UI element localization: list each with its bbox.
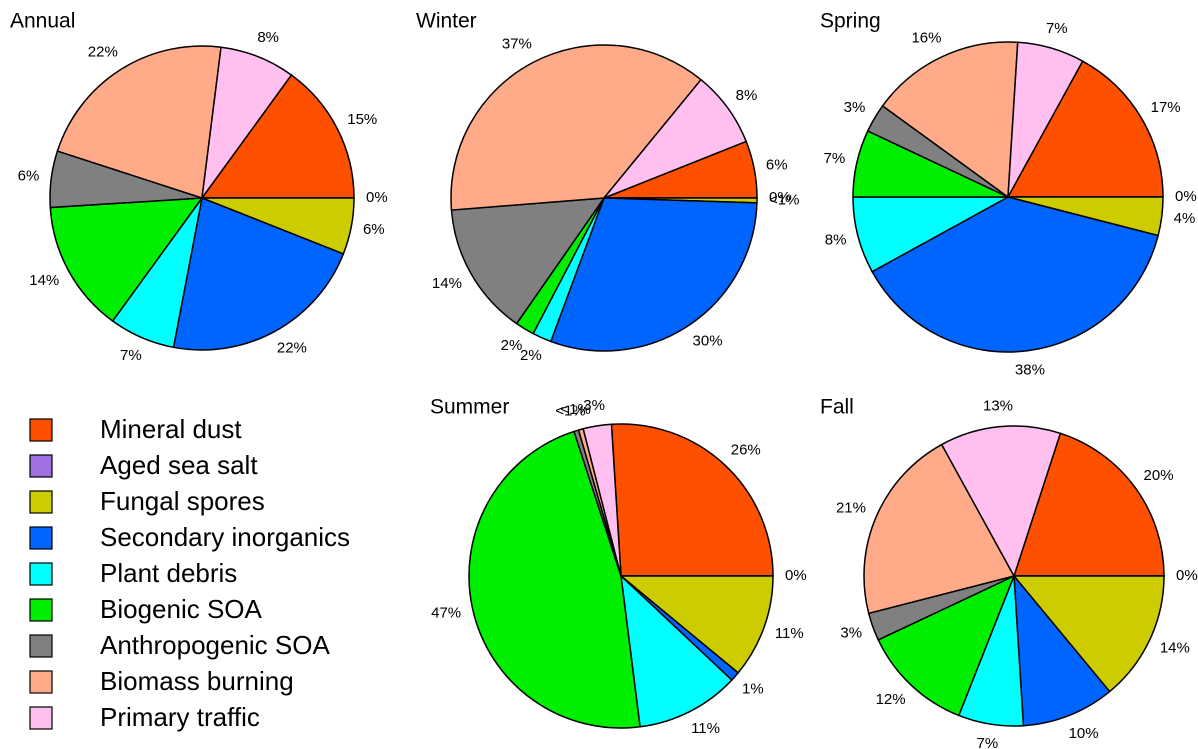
value-label: 15% <box>347 111 377 128</box>
value-label: 30% <box>693 333 723 350</box>
pie-title: Annual <box>10 10 75 33</box>
pie-slice <box>1013 573 1111 727</box>
value-label: 1% <box>742 681 764 698</box>
value-label: 8% <box>825 231 847 248</box>
legend-swatch <box>29 670 53 694</box>
value-label: 2% <box>520 347 542 364</box>
legend-swatch <box>29 634 53 658</box>
legend-label: Biomass burning <box>100 666 294 696</box>
pie-title: Spring <box>820 10 881 33</box>
pie-slice <box>1006 60 1164 198</box>
pie-slice <box>56 45 222 199</box>
value-label: 21% <box>836 499 866 516</box>
value-label: 13% <box>983 398 1013 415</box>
value-label: <1% <box>555 403 585 420</box>
legend-label: Mineral dust <box>100 414 242 444</box>
legend-swatch <box>29 562 53 586</box>
pie-title: Fall <box>820 396 854 419</box>
pie-slice <box>619 574 733 728</box>
value-label: 14% <box>432 275 462 292</box>
value-label: <1% <box>560 401 590 418</box>
pie-slice <box>201 46 293 199</box>
pie-title: Summer <box>430 396 509 419</box>
value-label: 6% <box>363 221 385 238</box>
legend-label: Aged sea salt <box>100 450 258 480</box>
pie-slice <box>881 41 1019 199</box>
value-label: 4% <box>1174 210 1196 227</box>
value-label: 14% <box>1160 639 1190 656</box>
value-label: 3% <box>840 625 862 642</box>
pie-slice <box>1012 575 1165 693</box>
value-label: 22% <box>277 340 307 357</box>
value-label: 7% <box>120 347 142 364</box>
legend-label: Fungal spores <box>100 486 265 516</box>
value-label: 0% <box>769 189 791 206</box>
value-label: 0% <box>1175 188 1197 205</box>
pie-slice <box>603 78 748 199</box>
value-label: 11% <box>775 625 804 642</box>
value-label: 22% <box>88 44 118 61</box>
value-label: 2% <box>501 337 523 354</box>
pie-slice <box>468 430 641 729</box>
pie-slice <box>49 197 204 323</box>
value-label: 10% <box>1069 725 1099 742</box>
legend-label: Anthropogenic SOA <box>100 630 330 660</box>
value-label: 47% <box>431 604 461 621</box>
legend-swatch <box>29 454 53 478</box>
pie-slice <box>549 197 758 352</box>
value-label: 12% <box>876 691 906 708</box>
value-label: 17% <box>1151 99 1181 116</box>
value-label: 6% <box>766 156 788 173</box>
pie-slice <box>877 574 1016 717</box>
legend-label: Biogenic SOA <box>100 594 263 624</box>
pie-slice <box>582 423 622 577</box>
value-label: 38% <box>1015 362 1045 379</box>
pie-slice <box>450 44 703 211</box>
legend-swatch <box>29 490 53 514</box>
pie-title: Winter <box>416 10 477 33</box>
value-label: 7% <box>824 150 846 167</box>
value-label: 0% <box>366 189 388 206</box>
value-label: 26% <box>731 442 761 459</box>
value-label: 0% <box>785 567 807 584</box>
legend-swatch <box>29 526 53 550</box>
value-label: <1% <box>769 192 799 209</box>
value-label: 7% <box>977 735 999 749</box>
value-label: 16% <box>911 30 941 47</box>
value-label: 8% <box>257 29 279 46</box>
legend-label: Secondary inorganics <box>100 522 350 552</box>
value-label: 6% <box>18 167 40 184</box>
legend-swatch <box>29 598 53 622</box>
pie-slice <box>200 73 355 199</box>
pie-slice <box>863 443 1016 615</box>
value-label: 0% <box>1176 567 1198 584</box>
value-label: 14% <box>29 272 59 289</box>
value-label: 3% <box>583 397 605 414</box>
value-label: 7% <box>1046 20 1068 37</box>
legend-swatch <box>29 418 53 442</box>
legend-label: Plant debris <box>100 558 237 588</box>
value-label: 11% <box>691 720 720 737</box>
pie-slice <box>1007 41 1084 198</box>
pie-slice <box>172 196 345 351</box>
legend-swatch <box>29 706 53 730</box>
pie-slice <box>610 423 774 577</box>
value-label: 8% <box>736 87 758 104</box>
pie-slice <box>618 575 774 674</box>
value-label: 20% <box>1144 467 1174 484</box>
pie-slice <box>871 196 1160 353</box>
pie-slice <box>450 197 606 325</box>
legend-label: Primary traffic <box>100 702 260 732</box>
value-label: 3% <box>844 99 866 116</box>
pie-slice <box>940 425 1062 578</box>
pie-slice <box>1012 432 1165 577</box>
value-label: 37% <box>502 36 532 53</box>
